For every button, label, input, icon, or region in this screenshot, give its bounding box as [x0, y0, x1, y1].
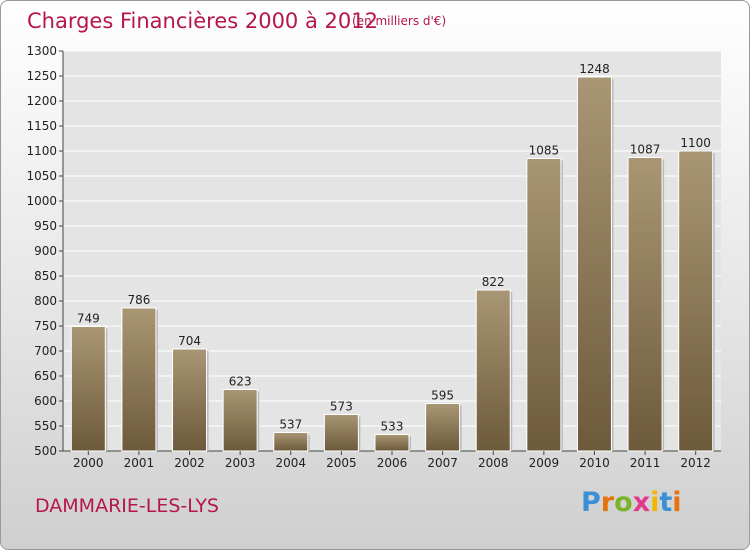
bar-2003: [222, 389, 258, 452]
bar-2008: [475, 289, 511, 452]
bars: [70, 76, 715, 452]
y-tick-label: 600: [34, 394, 57, 408]
y-tick-label: 1250: [26, 69, 57, 83]
x-tick-label: 2004: [275, 456, 306, 470]
brand-letter: x: [632, 487, 651, 518]
bar-2006: [374, 434, 410, 452]
data-label-2003: 623: [229, 375, 252, 389]
bar-2010: [576, 76, 612, 452]
brand-letter: i: [672, 487, 682, 518]
data-label-2001: 786: [127, 293, 150, 307]
x-tick-label: 2005: [326, 456, 357, 470]
y-tick-label: 1300: [26, 44, 57, 58]
x-tick-label: 2006: [377, 456, 408, 470]
y-tick-label: 950: [34, 219, 57, 233]
data-label-2002: 704: [178, 334, 201, 348]
bar-2009: [526, 158, 562, 452]
brand-letter: i: [650, 487, 660, 518]
bar-2000: [70, 326, 106, 452]
data-label-2009: 1085: [529, 144, 560, 158]
x-tick-label: 2010: [579, 456, 610, 470]
data-label-2000: 749: [77, 312, 100, 326]
bar-2012: [678, 150, 714, 452]
chart-title: Charges Financières 2000 à 2012: [27, 9, 378, 33]
x-tick-label: 2007: [427, 456, 458, 470]
y-tick-label: 1050: [26, 169, 57, 183]
data-label-2010: 1248: [579, 62, 610, 76]
chart-subtitle: (en milliers d'€): [352, 14, 447, 28]
x-tick-label: 2011: [630, 456, 661, 470]
commune-name: DAMMARIE-LES-LYS: [35, 495, 219, 517]
y-tick-label: 650: [34, 369, 57, 383]
y-tick-label: 1100: [26, 144, 57, 158]
y-tick-label: 1150: [26, 119, 57, 133]
data-label-2004: 537: [279, 418, 302, 432]
x-tick-label: 2002: [174, 456, 205, 470]
data-label-2008: 822: [482, 275, 505, 289]
y-tick-label: 550: [34, 419, 57, 433]
y-tick-label: 700: [34, 344, 57, 358]
data-label-2012: 1100: [680, 136, 711, 150]
brand-letter: r: [600, 487, 615, 518]
y-tick-label: 900: [34, 244, 57, 258]
x-tick-label: 2009: [529, 456, 560, 470]
grid-lines: [63, 50, 721, 452]
y-tick-label: 1000: [26, 194, 57, 208]
data-label-2007: 595: [431, 389, 454, 403]
bar-2007: [425, 403, 461, 452]
bar-2011: [627, 157, 663, 452]
x-tick-label: 2003: [225, 456, 256, 470]
bar-2002: [172, 348, 208, 452]
y-tick-label: 850: [34, 269, 57, 283]
data-label-2005: 573: [330, 400, 353, 414]
x-tick-label: 2000: [73, 456, 104, 470]
data-label-2011: 1087: [630, 143, 661, 157]
x-tick-label: 2012: [680, 456, 711, 470]
data-labels: 749 786 704 623 537 573 533 595 822 1085 1248 1087 1…: [77, 62, 711, 434]
y-tick-label: 1200: [26, 94, 57, 108]
brand-letter: P: [581, 487, 601, 518]
data-label-2006: 533: [381, 420, 404, 434]
brand-letter: o: [614, 487, 633, 518]
bar-2004: [273, 432, 309, 452]
x-tick-label: 2001: [124, 456, 155, 470]
bar-chart: 749 786 704 623 537 573 533 595 822 1085 1248 1087 1…: [26, 44, 721, 470]
y-tick-label: 500: [34, 444, 57, 458]
bar-2005: [323, 414, 359, 452]
bar-2001: [121, 307, 157, 452]
x-axis-ticks: 2000 2001 2002 2003 2004 2005 2006 2007 2008 2009…: [73, 451, 711, 470]
y-tick-label: 800: [34, 294, 57, 308]
y-tick-label: 750: [34, 319, 57, 333]
x-tick-label: 2008: [478, 456, 509, 470]
y-axis-ticks: 500 550 600 650 700 750 800 850 900 950 1000 1050 11…: [26, 44, 63, 458]
proxiti-logo: Proxiti: [581, 487, 682, 518]
brand-letter: t: [659, 487, 673, 518]
